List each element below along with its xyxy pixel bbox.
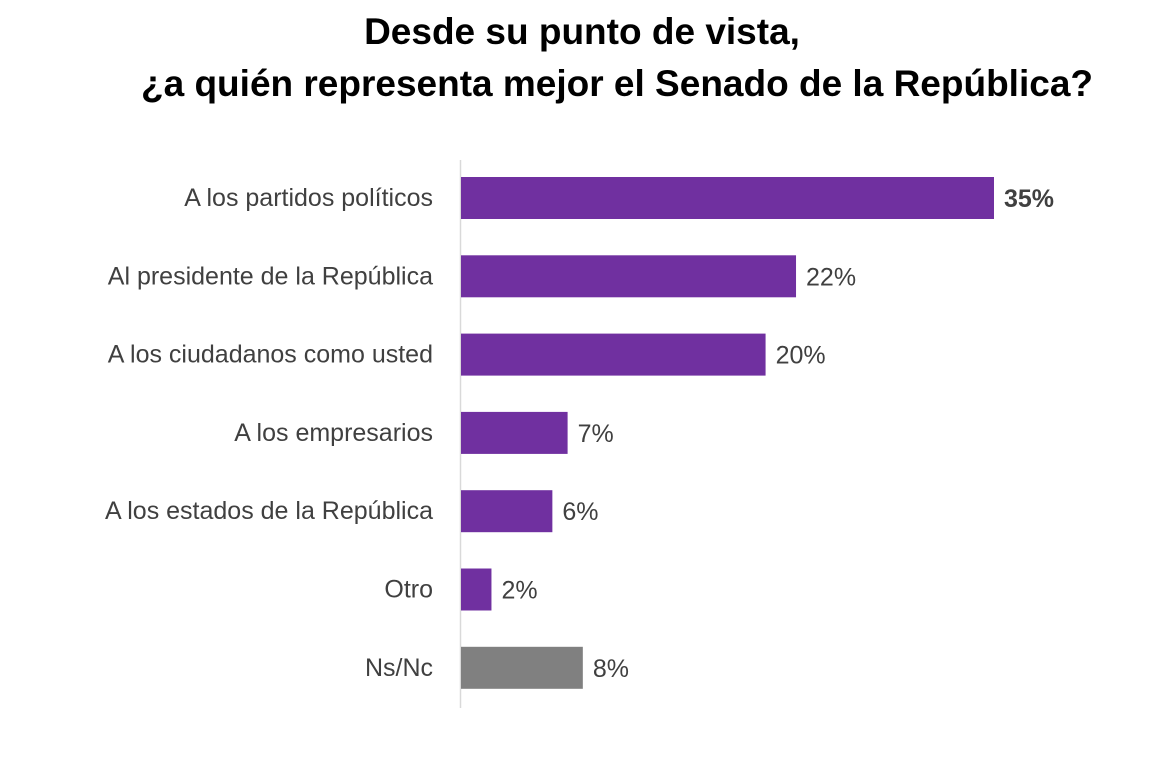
category-label-4: A los empresarios [234,419,433,447]
value-label-3: 20% [776,342,826,370]
bar-6 [461,568,492,611]
category-label-5: A los estados de la República [105,497,433,525]
category-labels-group: A los partidos políticos Al presidente de… [105,184,433,682]
bars-group [461,177,994,689]
bar-3 [461,333,766,376]
bar-1 [461,177,994,219]
chart-title-line-2: ¿a quién representa mejor el Senado de l… [141,63,1093,104]
value-label-7: 8% [593,655,629,683]
category-label-1: A los partidos políticos [184,184,433,212]
bar-5 [461,490,553,533]
chart-title-line-1: Desde su punto de vista, [364,11,800,52]
value-labels-group: 35% 22% 20% 7% 6% 2% 8% [501,185,1054,683]
bar-4 [461,411,568,454]
category-label-6: Otro [384,576,433,604]
category-label-7: Ns/Nc [365,654,433,682]
chart-title: Desde su punto de vista, ¿a quién repres… [0,6,1164,110]
bar-2 [461,255,797,298]
value-label-1: 35% [1004,185,1054,213]
bar-7 [461,646,583,689]
value-label-6: 2% [501,577,537,605]
category-label-2: Al presidente de la República [108,262,433,290]
value-label-5: 6% [562,498,598,526]
value-label-2: 22% [806,263,856,291]
value-label-4: 7% [578,420,614,448]
category-label-3: A los ciudadanos como usted [108,341,433,369]
